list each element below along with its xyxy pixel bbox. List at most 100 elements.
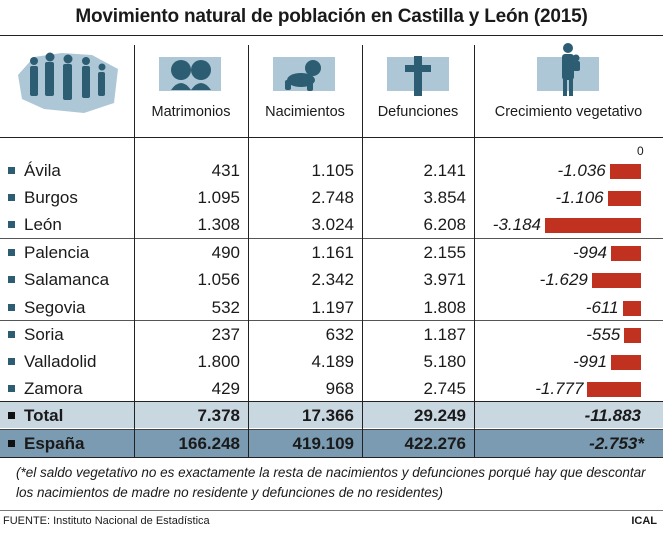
- people-silhouettes-icon: [18, 52, 118, 113]
- bar-label: -611: [585, 298, 619, 317]
- cell-nacimientos: 4.189: [311, 352, 354, 371]
- cell-matrimonios: 429: [211, 379, 240, 398]
- group-separator: [0, 238, 663, 239]
- row-bullet: [8, 358, 15, 365]
- cell-nacimientos: 2.748: [311, 188, 354, 207]
- header-divider: [0, 137, 663, 138]
- growth-bar: [611, 355, 641, 370]
- row-bullet: [8, 412, 15, 419]
- cell-nacimientos: 1.105: [311, 161, 354, 180]
- bar-label: -994: [572, 243, 608, 262]
- row-bullet: [8, 167, 15, 174]
- total-crecimiento: -11.883: [584, 406, 641, 425]
- growth-bar: [609, 164, 641, 179]
- row-bullet: [8, 276, 15, 283]
- row-name: Soria: [24, 325, 64, 344]
- total-top-border: [0, 401, 663, 402]
- header-crecimiento: Crecimiento vegetativo: [494, 104, 643, 120]
- header-defunciones: Defunciones: [377, 104, 459, 120]
- spain-defunciones: 422.276: [404, 434, 466, 453]
- chart-title: Movimiento natural de población en Casti…: [75, 6, 588, 27]
- cell-defunciones: 3.971: [423, 270, 466, 289]
- column-line: [134, 45, 135, 457]
- cell-nacimientos: 1.161: [311, 243, 354, 262]
- cell-defunciones: 3.854: [423, 188, 466, 207]
- total-band: [0, 402, 663, 428]
- row-bullet: [8, 249, 15, 256]
- row-bullet: [8, 304, 15, 311]
- row-bullet: [8, 440, 15, 447]
- cell-nacimientos: 632: [325, 325, 354, 344]
- cell-defunciones: 1.808: [423, 298, 466, 317]
- cell-defunciones: 2.141: [423, 161, 466, 180]
- total-nacimientos: 17.366: [302, 406, 354, 425]
- source-divider: [0, 510, 663, 511]
- source-text: FUENTE: Instituto Nacional de Estadístic…: [3, 515, 210, 527]
- bar-label: -1.036: [557, 161, 606, 180]
- couple-icon: [171, 60, 211, 90]
- total-defunciones: 29.249: [414, 406, 466, 425]
- row-bullet: [8, 194, 15, 201]
- cell-matrimonios: 1.095: [197, 188, 240, 207]
- cell-nacimientos: 2.342: [311, 270, 354, 289]
- cell-matrimonios: 1.800: [197, 352, 240, 371]
- row-name: Zamora: [24, 379, 83, 398]
- row-name: Salamanca: [24, 270, 110, 289]
- column-line: [362, 45, 363, 457]
- brand-label: ICAL: [631, 515, 657, 527]
- growth-bar: [591, 273, 641, 288]
- bar-label: -1.629: [539, 270, 588, 289]
- row-name: Valladolid: [24, 352, 97, 371]
- column-line: [248, 45, 249, 457]
- total-matrimonios: 7.378: [197, 406, 240, 425]
- footnote: (*el saldo vegetativo no es exactamente …: [16, 465, 646, 500]
- cell-matrimonios: 532: [211, 298, 240, 317]
- cell-matrimonios: 1.308: [197, 215, 240, 234]
- bar-label: -1.106: [555, 188, 604, 207]
- cell-defunciones: 2.745: [423, 379, 466, 398]
- cell-nacimientos: 968: [325, 379, 354, 398]
- group-separator: [0, 320, 663, 321]
- baby-icon: [285, 60, 321, 91]
- growth-bar: [611, 246, 641, 261]
- cell-defunciones: 6.208: [423, 215, 466, 234]
- column-line: [474, 45, 475, 457]
- row-bullet: [8, 221, 15, 228]
- cell-nacimientos: 3.024: [311, 215, 354, 234]
- growth-bar: [587, 382, 641, 397]
- bar-label: -991: [573, 352, 608, 371]
- row-name: Segovia: [24, 298, 86, 317]
- spain-name: España: [24, 434, 85, 453]
- total-spain-separator: [0, 429, 663, 430]
- total-name: Total: [24, 406, 64, 425]
- row-name: Burgos: [24, 188, 78, 207]
- cell-matrimonios: 237: [211, 325, 240, 344]
- growth-bar: [624, 328, 641, 343]
- bar-label: -3.184: [492, 215, 541, 234]
- header-matrimonios: Matrimonios: [151, 104, 231, 120]
- growth-bar: [545, 218, 641, 233]
- bar-label: -555: [586, 325, 621, 344]
- spain-crecimiento: -2.753*: [589, 434, 644, 453]
- cell-matrimonios: 490: [211, 243, 240, 262]
- cell-defunciones: 5.180: [423, 352, 466, 371]
- row-name: Palencia: [24, 243, 90, 262]
- zero-axis-label: 0: [637, 144, 644, 158]
- cell-matrimonios: 431: [211, 161, 240, 180]
- spain-nacimientos: 419.109: [292, 434, 354, 453]
- table-bottom-border: [0, 457, 663, 458]
- adult-with-child-icon: [562, 43, 580, 96]
- header-nacimientos: Nacimientos: [265, 104, 345, 120]
- bar-label: -1.777: [535, 379, 584, 398]
- spain-matrimonios: 166.248: [178, 434, 240, 453]
- cross-icon: [405, 56, 431, 96]
- spain-band: [0, 430, 663, 457]
- row-name: León: [24, 215, 62, 234]
- row-name: Ávila: [24, 161, 61, 180]
- title-divider: [0, 35, 663, 36]
- cell-matrimonios: 1.056: [197, 270, 240, 289]
- growth-bar: [622, 301, 641, 316]
- cell-nacimientos: 1.197: [311, 298, 354, 317]
- row-bullet: [8, 385, 15, 392]
- row-bullet: [8, 331, 15, 338]
